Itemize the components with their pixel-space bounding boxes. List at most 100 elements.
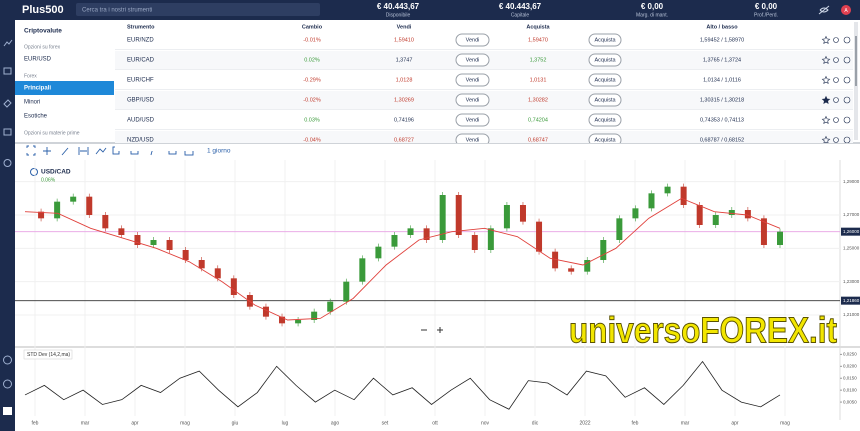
info[interactable] [843,76,851,84]
menu-top[interactable]: Criptovalute [24,28,62,35]
info[interactable] [843,56,851,64]
sell-button[interactable] [455,113,490,127]
y2-tick-label: 0,0100 [843,387,857,392]
star[interactable] [821,75,831,85]
buy-button[interactable] [588,73,622,87]
candle [230,278,237,295]
moving-average [24,197,781,321]
buy-button-label[interactable]: Acquista [594,37,616,43]
candle [327,301,334,312]
high-low: 0,74353 / 0,74113 [700,117,744,123]
y-tick-label: 1,21000 [843,312,860,317]
bell[interactable] [833,57,839,63]
y-tick-label: 1,25000 [843,246,860,251]
sell-button[interactable] [455,73,490,87]
buy-button-label[interactable]: Acquista [594,77,616,83]
sell-button[interactable] [455,53,490,67]
menu-item[interactable]: EUR/USD [24,57,52,63]
candle [680,186,687,205]
change: -0.02% [303,97,321,103]
buy-button[interactable] [588,113,622,127]
sell-price: 0,74196 [394,117,414,123]
sell-button[interactable] [455,93,490,107]
candle [279,316,286,324]
chat-icon[interactable] [3,407,12,415]
instrument: EUR/NZD [127,38,154,44]
candle [102,215,109,229]
candle [214,268,221,279]
sell-button-label[interactable]: Vendi [466,77,480,83]
stat-label: Disponibile [386,12,411,18]
buy-button[interactable] [588,33,622,47]
x-tick-label: apr [731,420,739,426]
buy-button-label[interactable]: Acquista [594,117,616,123]
buy-button[interactable] [588,53,622,67]
timeframe[interactable]: 1 giorno [207,148,231,155]
buy-button-label[interactable]: Acquista [594,97,616,103]
candle [439,195,446,240]
change: 0.02% [304,57,320,63]
menu-item[interactable]: Esotiche [24,114,48,120]
candle [343,281,350,302]
sell-button[interactable] [455,33,490,47]
star[interactable] [821,55,831,65]
bell[interactable] [833,37,839,43]
menu-group-title: Forex [24,73,37,79]
buy-button[interactable] [588,93,622,107]
sell-button-label[interactable]: Vendi [466,57,480,63]
info[interactable] [843,116,851,124]
y-tick-label: 1,27000 [843,212,860,217]
candle [455,195,462,235]
scroll-thumb[interactable] [855,36,857,86]
x-tick-label: mag [780,420,790,426]
avatar[interactable] [841,5,851,15]
std-line [24,360,781,410]
candle [648,193,655,209]
stat-value: € 40.443,67 [377,2,420,11]
bell[interactable] [833,77,839,83]
x-tick-label: dic [532,420,539,426]
candle [600,240,607,260]
candle [86,196,93,215]
bell[interactable] [833,117,839,123]
star[interactable] [821,95,831,105]
y-tick-label: 1,23000 [843,279,860,284]
star[interactable] [821,135,831,145]
sell-price: 1,30269 [394,97,414,103]
candle [134,235,141,245]
candle [503,205,510,229]
sell-button-label[interactable]: Vendi [466,97,480,103]
star[interactable] [821,35,831,45]
buy-button-label[interactable]: Acquista [594,137,616,143]
buy-button-label[interactable]: Acquista [594,57,616,63]
zoom-controls[interactable] [421,327,443,333]
info[interactable] [843,36,851,44]
info[interactable] [843,96,851,104]
candle [777,231,783,245]
hide-icon[interactable] [818,5,830,15]
change: -0.04% [303,137,321,143]
menu-item[interactable]: Minori [24,100,40,106]
candle [70,196,77,202]
x-tick-label: giu [232,420,239,426]
avatar-letter[interactable]: A [844,8,848,14]
bell[interactable] [833,137,839,143]
watermark: universoFOREX.it [569,310,837,351]
sell-button-label[interactable]: Vendi [466,37,480,43]
rail-icons[interactable] [3,39,13,389]
bell[interactable] [833,97,839,103]
star[interactable] [821,115,831,125]
stat-value: € 40.443,67 [499,2,542,11]
search-placeholder[interactable]: Cerca tra i nostri strumenti [82,8,152,14]
sell-button-label[interactable]: Vendi [466,137,480,143]
reference-label: 1,21860 [843,298,860,303]
menu-item[interactable]: Principali [24,86,51,92]
instrument: AUD/USD [127,118,155,124]
x-tick-label: feb [632,420,639,426]
buy-price: 1,0131 [530,77,547,83]
column-header: Cambio [302,24,323,30]
info-icon[interactable] [30,168,38,176]
candle [616,218,623,240]
sell-button-label[interactable]: Vendi [466,117,480,123]
search-box[interactable] [76,3,320,16]
